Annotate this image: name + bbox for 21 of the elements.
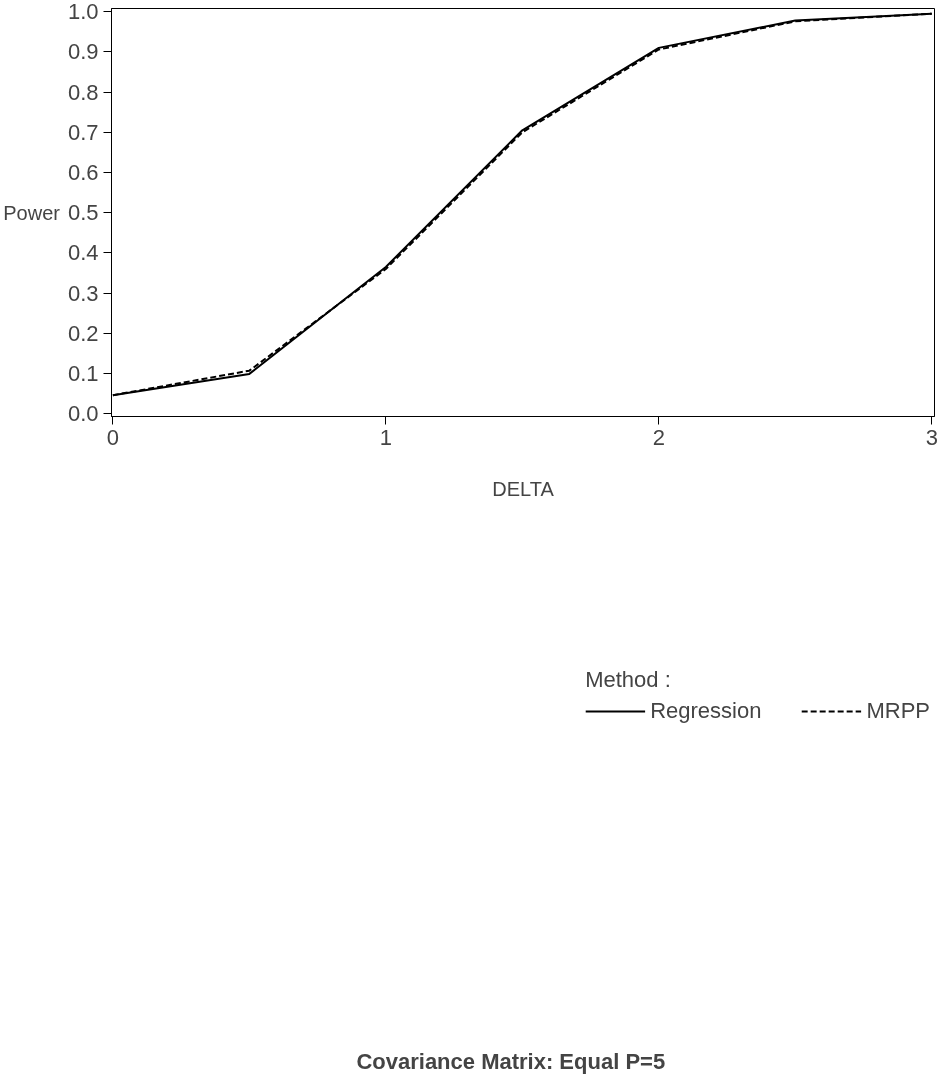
x-axis-title: DELTA bbox=[492, 477, 555, 500]
legend-label: MRPP bbox=[866, 697, 930, 724]
y-tick-label: 0.4 bbox=[67, 240, 99, 266]
y-axis-title: Power bbox=[3, 201, 61, 224]
y-tick-label: 0.3 bbox=[67, 280, 99, 306]
text: Covariance Matrix: Equal P=5 bbox=[356, 1048, 666, 1074]
y-tick-label: 0.1 bbox=[67, 360, 99, 386]
x-tick-label: 2 bbox=[652, 424, 665, 450]
y-tick-label: 0.0 bbox=[67, 401, 99, 427]
y-tick-label: 0.7 bbox=[67, 119, 99, 145]
x-tick-label: 0 bbox=[106, 424, 119, 450]
y-tick-label: 0.9 bbox=[67, 39, 99, 65]
y-tick-label: 0.8 bbox=[67, 79, 99, 105]
y-tick-label: 0.6 bbox=[67, 160, 99, 185]
legend-label: Regression bbox=[650, 697, 762, 724]
y-tick-label: 0.5 bbox=[67, 200, 99, 226]
y-tick-label: 1.0 bbox=[67, 0, 99, 25]
legend-title: Method : bbox=[585, 666, 672, 693]
x-tick-label: 1 bbox=[379, 424, 392, 450]
y-tick-label: 0.2 bbox=[67, 320, 99, 346]
x-tick-label: 3 bbox=[925, 424, 938, 450]
